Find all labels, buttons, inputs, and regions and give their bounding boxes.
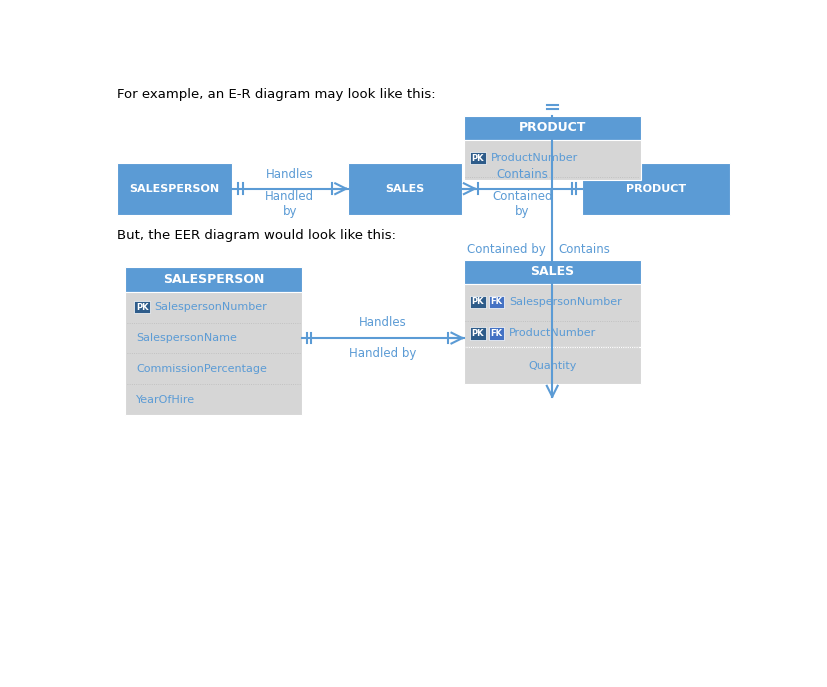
FancyBboxPatch shape <box>134 301 150 313</box>
Text: Handled
by: Handled by <box>265 190 314 218</box>
Text: PRODUCT: PRODUCT <box>625 183 686 194</box>
Text: SalespersonName: SalespersonName <box>136 333 237 343</box>
FancyBboxPatch shape <box>470 152 485 164</box>
Text: SALESPERSON: SALESPERSON <box>163 273 264 286</box>
Text: PK: PK <box>471 154 484 163</box>
Text: SALES: SALES <box>385 183 424 194</box>
Text: FK: FK <box>490 329 502 338</box>
Text: SALES: SALES <box>529 265 574 278</box>
FancyBboxPatch shape <box>463 140 640 180</box>
FancyBboxPatch shape <box>463 260 640 284</box>
FancyBboxPatch shape <box>463 348 640 384</box>
FancyBboxPatch shape <box>463 115 640 140</box>
FancyBboxPatch shape <box>581 163 729 215</box>
Text: Quantity: Quantity <box>528 361 576 371</box>
FancyBboxPatch shape <box>125 292 302 415</box>
Text: FK: FK <box>490 297 502 306</box>
Text: PK: PK <box>471 297 484 306</box>
Text: SalespersonNumber: SalespersonNumber <box>155 302 267 313</box>
FancyBboxPatch shape <box>488 295 504 308</box>
Text: Contained
by: Contained by <box>491 190 552 218</box>
Text: But, the EER diagram would look like this:: But, the EER diagram would look like thi… <box>117 229 396 242</box>
FancyBboxPatch shape <box>347 163 461 215</box>
Text: SalespersonNumber: SalespersonNumber <box>509 297 621 307</box>
Text: YearOfHire: YearOfHire <box>136 394 195 405</box>
FancyBboxPatch shape <box>470 295 485 308</box>
FancyBboxPatch shape <box>117 163 232 215</box>
FancyBboxPatch shape <box>488 327 504 339</box>
FancyBboxPatch shape <box>463 284 640 348</box>
FancyBboxPatch shape <box>125 267 302 292</box>
Text: PRODUCT: PRODUCT <box>518 122 586 135</box>
Text: Contained by: Contained by <box>466 243 545 256</box>
Text: Contains: Contains <box>496 168 547 181</box>
FancyBboxPatch shape <box>470 327 485 339</box>
Text: CommissionPercentage: CommissionPercentage <box>136 364 266 374</box>
Text: Handles: Handles <box>359 316 406 329</box>
Text: Handles: Handles <box>265 168 313 181</box>
Text: Contains: Contains <box>557 243 609 256</box>
Text: For example, an E-R diagram may look like this:: For example, an E-R diagram may look lik… <box>117 88 436 101</box>
Text: PK: PK <box>471 329 484 338</box>
Text: Handled by: Handled by <box>349 347 416 360</box>
Text: SALESPERSON: SALESPERSON <box>130 183 220 194</box>
Text: PK: PK <box>136 303 148 312</box>
Text: ProductNumber: ProductNumber <box>509 328 595 339</box>
Text: ProductNumber: ProductNumber <box>490 153 577 164</box>
